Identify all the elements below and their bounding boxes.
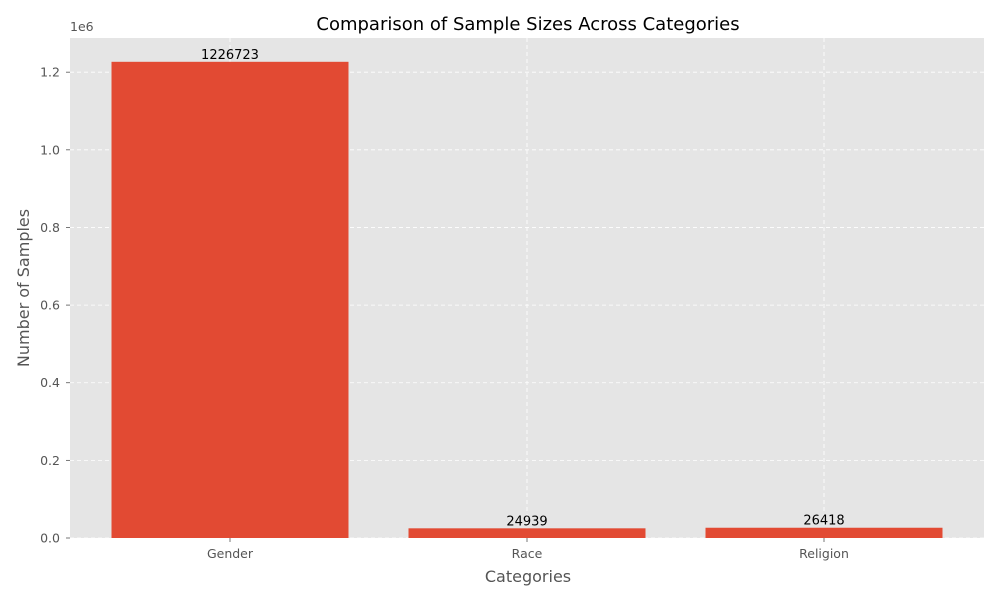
y-axis-ticks: 0.0 0.2 0.4 0.6 0.8 1.0 1.2 — [40, 65, 70, 546]
x-axis-label: Categories — [485, 567, 571, 586]
data-labels: 1226723 24939 26418 — [201, 48, 845, 530]
y-tick-label: 1.0 — [40, 142, 60, 157]
y-tick-label: 0.2 — [40, 453, 60, 468]
data-label: 26418 — [803, 514, 844, 529]
data-label: 1226723 — [201, 48, 259, 63]
y-axis-offset-label: 1e6 — [70, 19, 94, 34]
x-tick-label: Race — [512, 546, 543, 561]
chart-title: Comparison of Sample Sizes Across Catego… — [316, 14, 739, 35]
x-axis-ticks: Gender Race Religion — [207, 538, 849, 561]
bars — [111, 61, 943, 538]
x-tick-label: Religion — [799, 546, 849, 561]
y-tick-label: 0.8 — [40, 220, 60, 235]
x-tick-label: Gender — [207, 546, 254, 561]
y-tick-label: 1.2 — [40, 65, 60, 80]
y-tick-label: 0.0 — [40, 531, 60, 546]
data-label: 24939 — [506, 514, 547, 529]
bar-gender — [111, 61, 349, 538]
y-axis-label: Number of Samples — [14, 209, 33, 367]
bar-religion — [705, 527, 943, 538]
y-tick-label: 0.6 — [40, 298, 60, 313]
bar-race — [408, 528, 646, 538]
y-tick-label: 0.4 — [40, 375, 60, 390]
